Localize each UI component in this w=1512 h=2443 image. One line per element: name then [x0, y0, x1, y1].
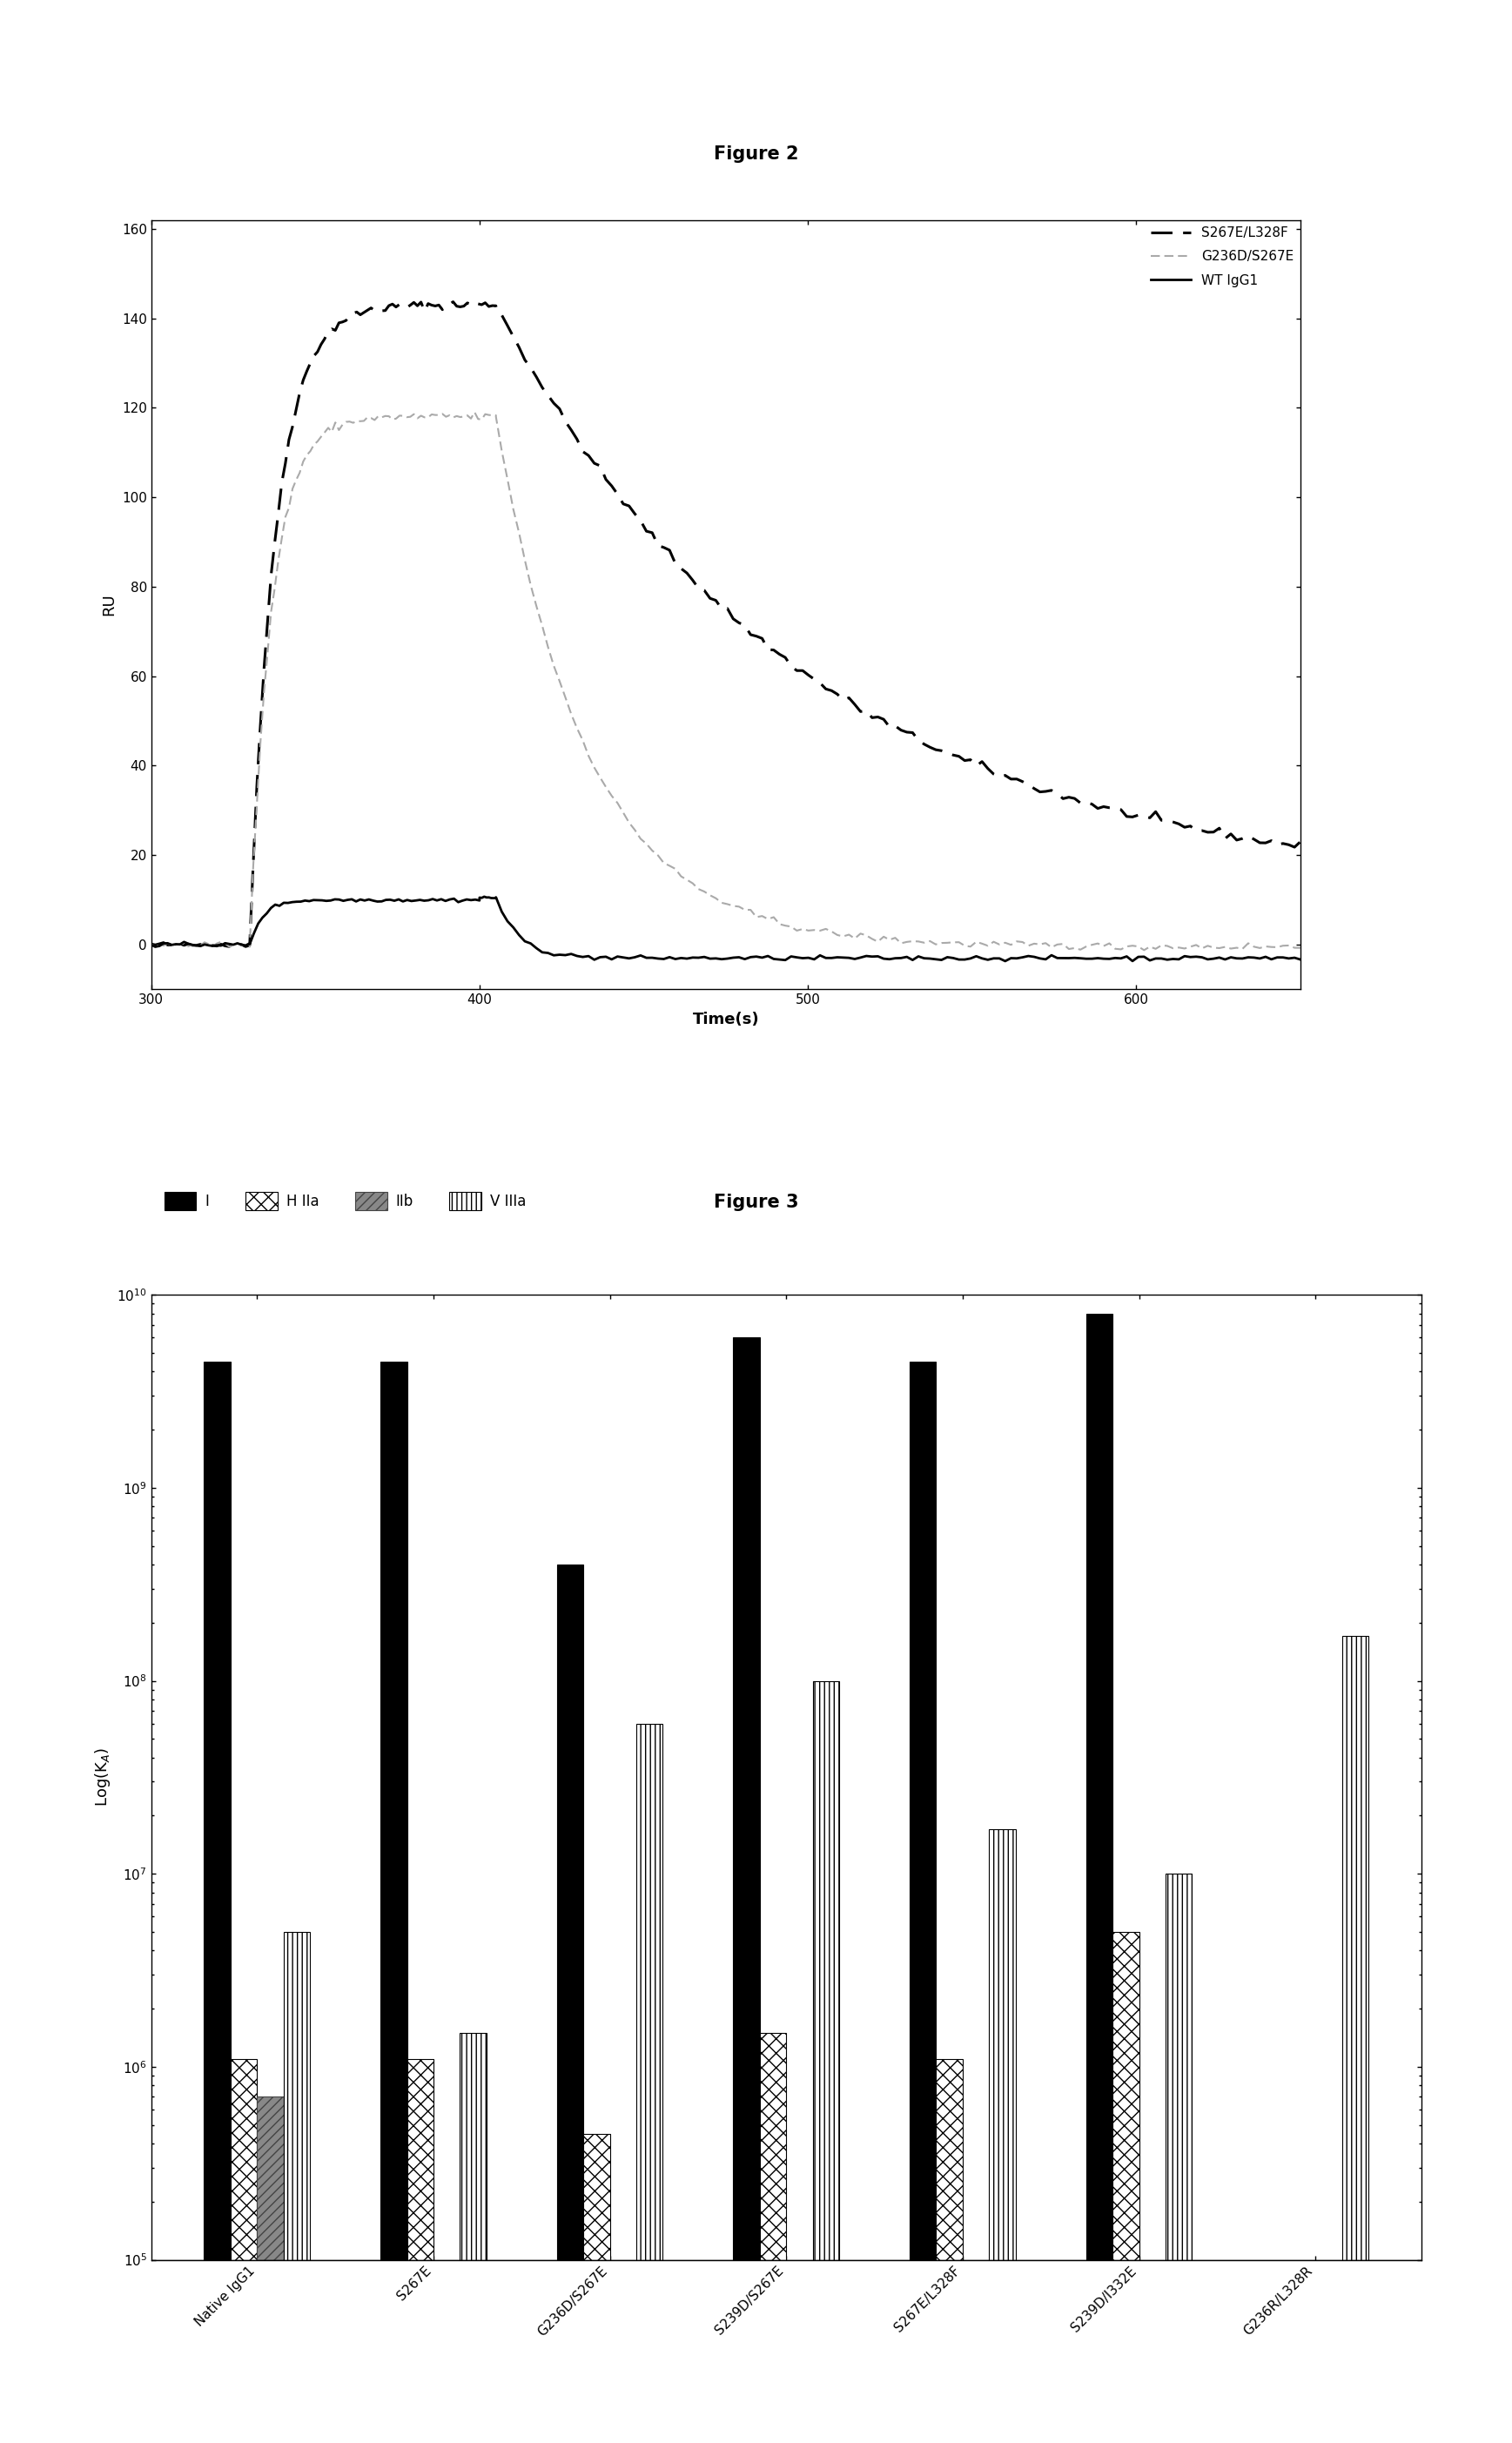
Text: Figure 3: Figure 3 — [714, 1192, 798, 1212]
WT IgG1 — [835, 943, 853, 972]
Bar — [637, 1725, 662, 2443]
WT IgG1 — [142, 931, 160, 960]
Line: S267E/L328F: S267E/L328F — [151, 303, 1300, 948]
Legend: I, H IIa, IIb, V IIIa: I, H IIa, IIb, V IIIa — [159, 1187, 532, 1217]
Bar — [584, 2133, 609, 2443]
WT IgG1 — [1025, 943, 1043, 972]
Legend: S267E/L328F, G236D/S267E, WT IgG1: S267E/L328F, G236D/S267E, WT IgG1 — [1151, 227, 1294, 286]
Bar — [989, 1830, 1016, 2443]
S267E/L328F — [712, 594, 730, 623]
Text: Figure 2: Figure 2 — [714, 144, 798, 164]
S267E/L328F — [195, 933, 213, 963]
Bar — [381, 1361, 407, 2443]
S267E/L328F — [384, 288, 402, 318]
Bar — [407, 2059, 434, 2443]
G236D/S267E — [706, 884, 724, 914]
S267E/L328F — [183, 931, 201, 960]
WT IgG1 — [1291, 945, 1309, 975]
Bar — [910, 1361, 936, 2443]
Line: G236D/S267E: G236D/S267E — [151, 413, 1300, 950]
G236D/S267E — [1136, 936, 1154, 965]
WT IgG1 — [996, 945, 1015, 975]
Bar — [1166, 1874, 1191, 2443]
G236D/S267E — [142, 928, 160, 958]
G236D/S267E — [183, 931, 201, 960]
WT IgG1 — [376, 884, 395, 914]
Bar — [1113, 1932, 1139, 2443]
Bar — [284, 1932, 310, 2443]
Y-axis label: RU: RU — [101, 594, 116, 616]
Bar — [1343, 1637, 1368, 2443]
Bar — [556, 1564, 584, 2443]
Y-axis label: Log(K$_A$): Log(K$_A$) — [92, 1747, 112, 1808]
S267E/L328F — [476, 288, 494, 318]
X-axis label: Time(s): Time(s) — [692, 1011, 759, 1026]
Bar — [936, 2059, 963, 2443]
Bar — [761, 2033, 786, 2443]
WT IgG1 — [1111, 943, 1129, 972]
Bar — [231, 2059, 257, 2443]
WT IgG1 — [475, 882, 493, 911]
G236D/S267E — [473, 406, 491, 435]
Line: WT IgG1: WT IgG1 — [151, 897, 1300, 960]
S267E/L328F — [1025, 774, 1043, 804]
Bar — [813, 1681, 839, 2443]
G236D/S267E — [1019, 931, 1037, 960]
G236D/S267E — [466, 398, 484, 428]
G236D/S267E — [1089, 928, 1107, 958]
WT IgG1 — [962, 943, 980, 972]
WT IgG1 — [381, 884, 399, 914]
Bar — [1086, 1314, 1113, 2443]
S267E/L328F — [1095, 792, 1113, 821]
S267E/L328F — [445, 288, 463, 318]
Bar — [460, 2033, 487, 2443]
S267E/L328F — [1291, 828, 1309, 857]
Bar — [733, 1339, 761, 2443]
G236D/S267E — [380, 401, 398, 430]
G236D/S267E — [1291, 933, 1309, 963]
Bar — [257, 2096, 284, 2443]
S267E/L328F — [142, 928, 160, 958]
Bar — [204, 1361, 231, 2443]
